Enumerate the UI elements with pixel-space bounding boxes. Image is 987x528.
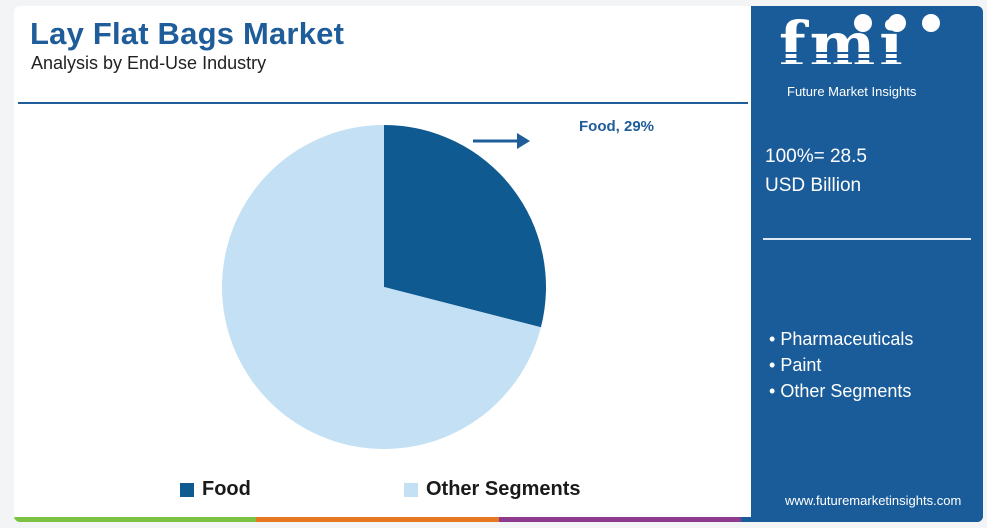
chart-subtitle: Analysis by End-Use Industry — [31, 53, 267, 73]
list-item: • Pharmaceuticals — [769, 329, 914, 349]
chart-title: Lay Flat Bags Market — [30, 16, 345, 51]
logo-subtitle: Future Market Insights — [787, 84, 917, 99]
pie-slice-other-segments — [222, 125, 541, 449]
legend-item-other-segments: Other Segments — [404, 478, 580, 501]
bottom-bar-segment — [740, 517, 983, 522]
chart-card: Lay Flat Bags Market Analysis by End-Use… — [14, 6, 983, 522]
website-url: www.futuremarketinsights.com — [785, 493, 962, 508]
legend-swatch-other-segments — [404, 482, 418, 497]
person-icon — [888, 14, 906, 32]
market-total-unit: USD Billion — [765, 175, 862, 196]
legend-label-food: Food — [202, 478, 251, 500]
pie-chart: Food, 29% — [222, 118, 654, 449]
market-total-value: 100%= 28.5 — [765, 146, 867, 167]
person-icon — [854, 14, 872, 32]
panel-divider — [763, 238, 971, 240]
title-divider — [18, 102, 748, 104]
food-annotation-label: Food, 29% — [579, 118, 654, 135]
person-icon — [922, 14, 940, 32]
bottom-bar-segment — [498, 517, 741, 522]
other-segments-list: • Pharmaceuticals • Paint • Other Segmen… — [769, 326, 913, 404]
bottom-bar-segment — [256, 517, 499, 522]
bottom-color-bar — [14, 517, 983, 522]
legend-item-food: Food — [180, 478, 251, 501]
market-total: 100%= 28.5 USD Billion — [765, 142, 867, 200]
list-item: • Paint — [769, 355, 822, 375]
legend-label-other-segments: Other Segments — [426, 478, 581, 500]
pie-slice-food — [384, 125, 547, 328]
annotation-arrow — [473, 133, 530, 149]
legend-swatch-food — [180, 482, 194, 497]
info-panel: fmi Future Market Insights 100%= 28.5 US… — [751, 6, 983, 522]
bottom-bar-segment — [14, 517, 257, 522]
logo-stripes — [779, 48, 963, 80]
list-item: • Other Segments — [769, 381, 912, 401]
logo-person-icons — [854, 14, 956, 32]
